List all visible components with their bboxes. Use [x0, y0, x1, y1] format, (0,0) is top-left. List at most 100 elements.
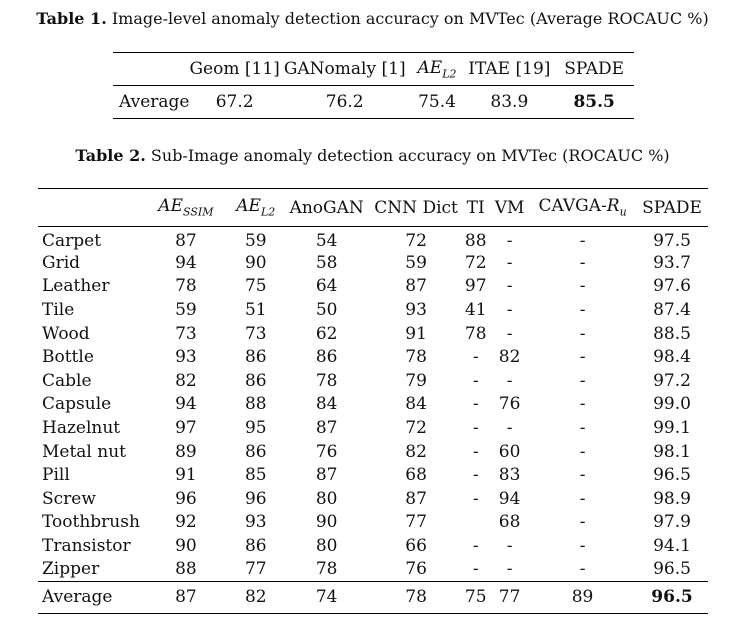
- table2-average-label: Average: [42, 587, 113, 608]
- table2-row: Leather 78 75 64 87 97- -97.6: [38, 275, 708, 299]
- table2-cell: -: [579, 299, 586, 320]
- table2-cell: -: [579, 417, 586, 438]
- table2-cell: 93: [405, 299, 427, 320]
- table1-header-ae-l2: AEL2: [410, 53, 465, 86]
- table2-cell: 68: [498, 512, 521, 533]
- table2-cell: 51: [244, 299, 267, 320]
- table2-cell: -: [579, 512, 586, 533]
- table2-cell: 85: [244, 465, 267, 486]
- table2-cell: -: [506, 370, 513, 391]
- table2-cell: -: [472, 370, 479, 391]
- table2-cell: 88.5: [653, 323, 691, 344]
- table1-row-label: Average: [119, 92, 190, 112]
- table1-cell-best: 85.5: [573, 92, 615, 112]
- table2-header-ae-ssim-sub: SSIM: [182, 205, 214, 219]
- table2-row: Metal nut 89 86 76 82-60-98.1: [38, 440, 708, 464]
- table2-header-row: AESSIM AEL2 AnoGAN CNN Dict TI VM CAVGA-…: [38, 189, 708, 227]
- table1-header-spade: SPADE: [564, 59, 625, 79]
- table2-cell: 87: [315, 417, 338, 438]
- table2-cell: -: [579, 559, 586, 580]
- table2-cell: 73: [175, 323, 197, 344]
- table2-cell: 93: [244, 512, 267, 533]
- table2-average-cell: 75: [464, 587, 487, 608]
- table2-cell: 88: [464, 231, 487, 251]
- table2-cell: 86: [244, 370, 267, 391]
- table2-cell: 91: [175, 465, 197, 486]
- table2-cell: 97.6: [653, 276, 691, 297]
- table2-header-ti: TI: [466, 197, 485, 218]
- table2-cell: 98.9: [653, 488, 691, 509]
- table2-cell: 78: [315, 559, 338, 580]
- table2-cell: 97: [464, 276, 487, 297]
- table2-cell: 80: [315, 535, 338, 556]
- table2-cell: 91: [405, 323, 427, 344]
- table2-cell: -: [579, 323, 586, 344]
- table1: Geom [11] GANomaly [1] AEL2 ITAE [19] SP…: [113, 52, 634, 119]
- table2-cell: -: [506, 559, 513, 580]
- table2-row: Grid 94 90 58 59 72- -93.7: [38, 251, 708, 275]
- table2-average-cell: 89: [571, 587, 594, 608]
- table2-row: Zipper 88 77 78 76 - - - 96.5: [38, 558, 708, 582]
- table1-caption-text: Image-level anomaly detection accuracy o…: [111, 9, 709, 28]
- table2-header-spade: SPADE: [642, 197, 702, 218]
- table2-cell: -: [579, 370, 586, 391]
- table2-cell: 90: [175, 535, 197, 556]
- table2-row-label: Bottle: [42, 347, 94, 368]
- table2-cell: 96: [244, 488, 267, 509]
- table2-header-cavga-sub: u: [619, 205, 627, 219]
- table2-cell: 94: [175, 394, 197, 415]
- table2-header-ae-l2: AEL2: [229, 189, 282, 227]
- table2-cell: 54: [315, 231, 338, 251]
- table2-cell: 92: [175, 512, 197, 533]
- table2-cell: 99.0: [653, 394, 691, 415]
- table2-row: Pill 91 85 87 68-83-96.5: [38, 463, 708, 487]
- table2-row: Capsule 94 88 84 84-76-99.0: [38, 393, 708, 417]
- table2: AESSIM AEL2 AnoGAN CNN Dict TI VM CAVGA-…: [38, 188, 708, 614]
- table2-cell: -: [472, 559, 479, 580]
- table2-row-label: Wood: [42, 323, 90, 344]
- table1-header-ae-base: AE: [417, 57, 443, 78]
- table2-row-label: Toothbrush: [42, 512, 140, 533]
- table2-row-label: Zipper: [42, 559, 100, 580]
- table2-cell: 76: [498, 394, 521, 415]
- table2-cell: 83: [498, 465, 521, 486]
- table2-cell: -: [472, 417, 479, 438]
- table1-header-itae: ITAE [19]: [468, 59, 551, 79]
- table2-cell: 87: [175, 231, 197, 251]
- table2-cell: 97.9: [653, 512, 691, 533]
- table2-cell: -: [579, 231, 586, 251]
- table2-cell: 84: [315, 394, 338, 415]
- table2-cell: 86: [244, 441, 267, 462]
- table2-cell: -: [472, 394, 479, 415]
- table2-cell: 94: [175, 252, 197, 273]
- table2-cell: 86: [315, 347, 338, 368]
- table2-cell: 76: [405, 559, 427, 580]
- table2-row: Tile 59 51 50 93 41- -87.4: [38, 298, 708, 322]
- table2-cell: 62: [315, 323, 338, 344]
- table2-header-ae-ssim-base: AE: [158, 196, 183, 217]
- table2-cell: 93: [175, 347, 197, 368]
- table2-cell: -: [579, 347, 586, 368]
- table2-average-cell-best: 96.5: [651, 587, 693, 608]
- table2-cell: 82: [175, 370, 197, 391]
- table2-caption: Table 2. Sub-Image anomaly detection acc…: [0, 146, 745, 165]
- table2-header-cnn-dict: CNN Dict: [374, 197, 458, 218]
- table2-row: Cable 82 86 78 79 - - - 97.2: [38, 369, 708, 393]
- table2-cell: 88: [175, 559, 197, 580]
- table2-cell: 88: [244, 394, 267, 415]
- table2-row: Transistor 90 86 80 66 - - - 94.1: [38, 534, 708, 558]
- table2-cell: 96.5: [653, 465, 691, 486]
- table2-header-cavga-r: R: [606, 196, 620, 217]
- table2-row-label: Metal nut: [42, 441, 127, 462]
- table2-cell: -: [472, 441, 479, 462]
- table2-cell: 60: [498, 441, 521, 462]
- table2-cell: -: [579, 276, 586, 297]
- table2-cell: -: [506, 252, 513, 273]
- table2-cell: 72: [464, 252, 487, 273]
- table2-caption-text: Sub-Image anomaly detection accuracy on …: [150, 146, 670, 165]
- table2-cell: -: [579, 394, 586, 415]
- table2-cell: 99.1: [653, 417, 691, 438]
- table2-cell: 97: [175, 417, 197, 438]
- table2-cell: 80: [315, 488, 338, 509]
- table2-row: Hazelnut 97 95 87 72 - - - 99.1: [38, 416, 708, 440]
